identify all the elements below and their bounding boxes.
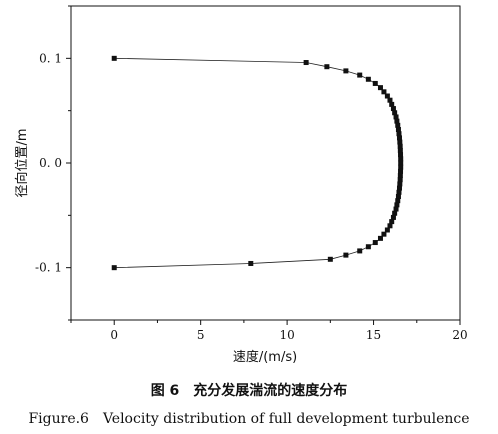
velocity-profile-chart: 0 5 10 15 20 0. 1 0. 0 -0. 1 速度/(m/s) 径向位置/m: [14, 5, 468, 365]
data-point: [397, 173, 403, 179]
data-point: [357, 72, 363, 78]
data-point: [111, 55, 117, 61]
x-tick-label: 0: [110, 328, 118, 342]
data-point: [365, 76, 371, 82]
data-point: [327, 256, 333, 262]
data-point: [384, 227, 390, 233]
data-point: [398, 156, 404, 162]
data-point: [396, 135, 402, 141]
data-point: [397, 147, 403, 153]
y-tick-label: 0. 1: [39, 51, 62, 65]
data-point: [387, 97, 393, 103]
y-axis-title: 径向位置/m: [14, 128, 30, 197]
data-point: [398, 160, 404, 166]
data-point: [357, 248, 363, 254]
data-point: [395, 198, 401, 204]
data-point: [372, 80, 378, 86]
data-point: [343, 68, 349, 74]
data-point: [390, 214, 396, 220]
data-point: [394, 202, 400, 208]
data-point: [398, 168, 404, 174]
y-axis-ticks: 0. 1 0. 0 -0. 1: [35, 5, 71, 321]
data-point: [111, 265, 117, 271]
x-tick-label: 5: [197, 328, 205, 342]
data-point: [365, 244, 371, 250]
data-point: [392, 210, 398, 216]
data-point: [389, 219, 395, 225]
y-tick-label: 0. 0: [39, 156, 62, 170]
data-point: [389, 101, 395, 107]
data-point: [387, 223, 393, 229]
data-point: [248, 260, 254, 266]
data-point: [377, 235, 383, 241]
data-point: [395, 193, 401, 199]
data-point: [397, 143, 403, 149]
data-point: [381, 231, 387, 237]
data-point: [395, 127, 401, 133]
data-point: [396, 131, 402, 137]
figure-caption-chinese: 图 6 充分发展湍流的速度分布: [150, 383, 348, 399]
data-point: [390, 106, 396, 112]
x-tick-label: 20: [452, 328, 467, 342]
series-line: [114, 57, 402, 269]
data-point: [397, 181, 403, 187]
data-point: [396, 185, 402, 191]
y-tick-label: -0. 1: [35, 261, 62, 275]
x-tick-label: 10: [279, 328, 294, 342]
data-point: [343, 252, 349, 258]
data-point: [377, 85, 383, 91]
data-point: [397, 139, 403, 145]
data-point: [384, 93, 390, 99]
data-point: [398, 164, 404, 170]
data-point: [393, 206, 399, 212]
x-axis-ticks: 0 5 10 15 20: [70, 320, 468, 342]
data-point: [392, 110, 398, 116]
figure-caption-english: Figure.6 Velocity distribution of full d…: [28, 411, 470, 427]
series-points: [111, 55, 404, 271]
data-point: [393, 114, 399, 120]
data-point: [398, 152, 404, 158]
data-point: [396, 189, 402, 195]
data-point: [397, 177, 403, 183]
data-point: [395, 122, 401, 128]
data-point: [372, 240, 378, 246]
data-point: [394, 118, 400, 124]
data-point: [324, 64, 330, 70]
data-point: [381, 89, 387, 95]
data-point: [303, 60, 309, 66]
x-tick-label: 15: [366, 328, 381, 342]
x-axis-title: 速度/(m/s): [233, 349, 297, 365]
